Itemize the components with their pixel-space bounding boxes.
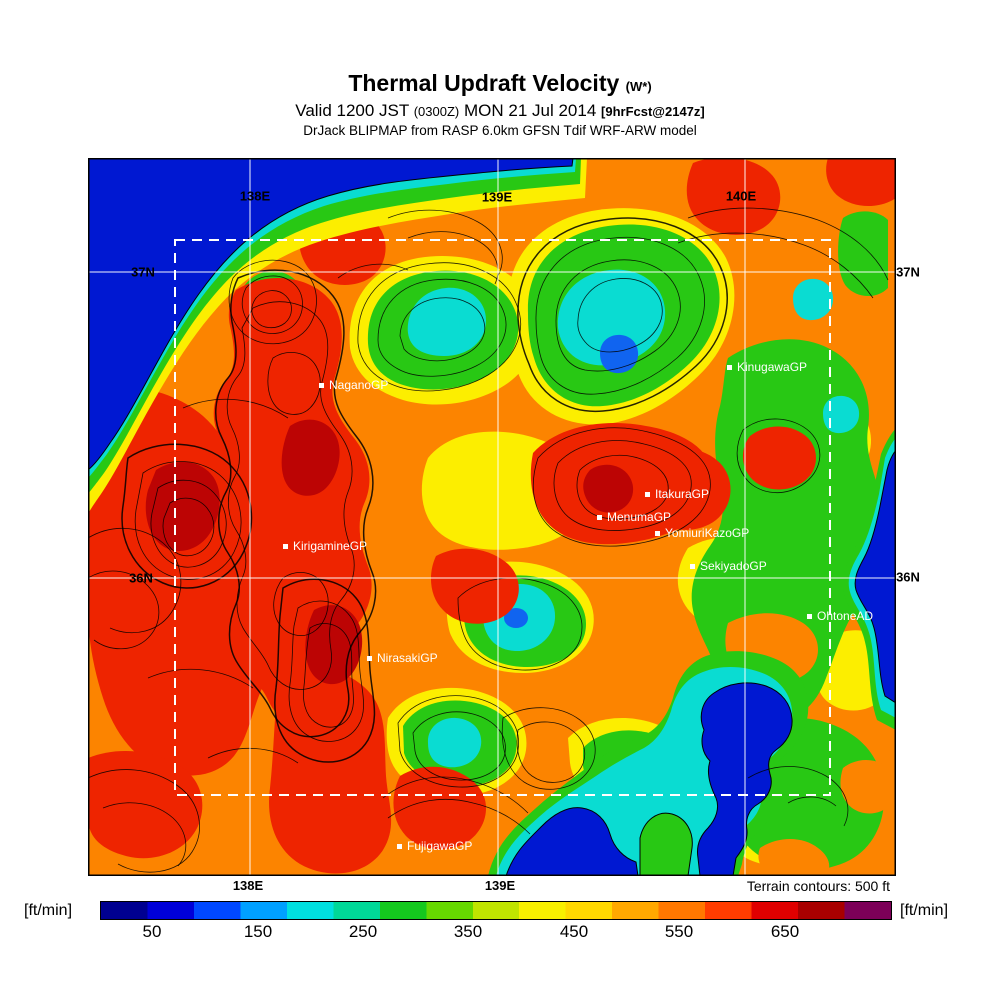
site-menumagp: MenumaGP xyxy=(597,510,671,524)
site-ohtonead: OhtoneAD xyxy=(807,609,873,623)
site-label: KirigamineGP xyxy=(293,539,368,553)
lon-label-138e-bottom: 138E xyxy=(232,878,264,893)
lon-label-138e-top: 138E xyxy=(239,188,271,204)
site-marker-dot xyxy=(397,843,402,849)
header: Thermal Updraft Velocity (W*) Valid 1200… xyxy=(0,0,1000,138)
site-marker-dot xyxy=(283,543,288,549)
valid-line: Valid 1200 JST (0300Z) MON 21 Jul 2014 [… xyxy=(0,101,1000,121)
model-line: DrJack BLIPMAP from RASP 6.0km GFSN Tdif… xyxy=(303,123,697,138)
site-nirasakigp: NirasakiGP xyxy=(367,651,438,665)
colorbar-tick-650: 650 xyxy=(770,922,800,941)
site-yomiurikazogp: YomiuriKazoGP xyxy=(655,526,749,540)
colorbar-tick-150: 150 xyxy=(243,922,273,941)
site-marker-dot xyxy=(727,364,732,370)
graticule xyxy=(88,158,896,876)
site-marker-dot xyxy=(807,613,812,619)
valid-prefix: Valid 1200 JST xyxy=(295,101,409,120)
site-label: OhtoneAD xyxy=(817,609,874,623)
title-text: Thermal Updraft Velocity xyxy=(348,70,620,96)
thermal-map-svg xyxy=(87,157,897,877)
site-label: SekiyadoGP xyxy=(700,559,767,573)
colorbar-tick-350: 350 xyxy=(453,922,483,941)
site-label: KinugawaGP xyxy=(737,360,808,374)
valid-zulu: (0300Z) xyxy=(413,104,460,119)
map-border xyxy=(88,158,896,876)
colorbar-tick-550: 550 xyxy=(664,922,694,941)
site-label: ItakuraGP xyxy=(655,487,710,501)
site-marker-dot xyxy=(655,530,660,536)
colorbar-gradient xyxy=(100,901,892,920)
site-label: NirasakiGP xyxy=(377,651,438,665)
blue-spots xyxy=(504,334,639,628)
site-marker-dot xyxy=(319,382,324,388)
terrain-contours xyxy=(87,207,889,873)
site-marker-dot xyxy=(645,491,650,497)
site-marker-dot xyxy=(367,655,372,661)
colorbar-tick-50: 50 xyxy=(142,922,162,941)
site-marker-dot xyxy=(597,514,602,520)
site-kinugawagp: KinugawaGP xyxy=(727,360,807,374)
forecast-tag: [9hrFcst@2147z] xyxy=(601,104,705,119)
site-label: NaganoGP xyxy=(329,378,389,392)
site-itakuragp: ItakuraGP xyxy=(645,487,709,501)
colorbar-tick-450: 450 xyxy=(559,922,589,941)
page-title: Thermal Updraft Velocity (W*) xyxy=(0,70,1000,97)
site-label: MenumaGP xyxy=(607,510,672,524)
map-area: 138E 139E 140E 37N 36N NaganoGP Kinugawa… xyxy=(87,157,897,877)
colorbar-unit-left: [ft/min] xyxy=(24,902,73,919)
site-marker-dot xyxy=(690,563,695,569)
colorbar-tick-250: 250 xyxy=(348,922,378,941)
lat-label-37n-right: 37N xyxy=(896,264,920,280)
orange-patches xyxy=(725,613,894,876)
site-label: FujigawaGP xyxy=(407,839,473,853)
site-label: YomiuriKazoGP xyxy=(665,526,750,540)
title-suffix: (W*) xyxy=(625,79,652,94)
terrain-contours-note: Terrain contours: 500 ft xyxy=(746,878,890,894)
site-fujigawagp: FujigawaGP xyxy=(397,839,472,853)
valid-date: MON 21 Jul 2014 xyxy=(463,101,597,120)
lon-label-139e-bottom: 139E xyxy=(484,878,516,893)
lat-label-37n-left: 37N xyxy=(131,264,155,280)
lat-label-36n-right: 36N xyxy=(896,569,920,585)
lon-label-139e-top: 139E xyxy=(481,189,513,205)
colorbar-unit-right: [ft/min] xyxy=(900,902,949,919)
domain-dashed-box xyxy=(174,239,831,796)
site-sekiyadogp: SekiyadoGP xyxy=(690,559,767,573)
site-kirigaminegp: KirigamineGP xyxy=(283,539,367,553)
lon-label-140e-top: 140E xyxy=(725,188,757,204)
site-naganogp: NaganoGP xyxy=(319,378,388,392)
lat-label-36n-left: 36N xyxy=(129,570,153,586)
